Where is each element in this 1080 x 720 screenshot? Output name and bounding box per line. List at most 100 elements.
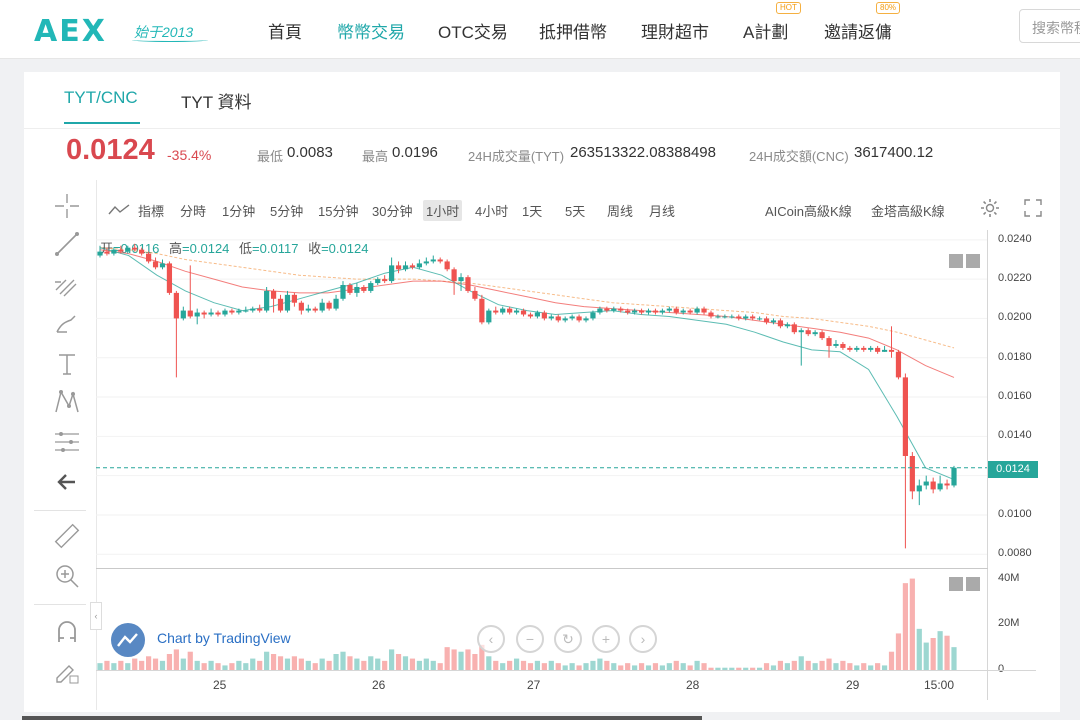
indicator-button[interactable]: 指標	[138, 204, 165, 219]
candle-body	[305, 308, 311, 311]
back-arrow-icon[interactable]	[51, 466, 83, 498]
tab-info[interactable]: TYT 資料	[181, 93, 252, 112]
interval-1m[interactable]: 1分钟	[222, 204, 256, 219]
ruler-icon[interactable]	[51, 520, 83, 552]
magnet-icon[interactable]	[51, 616, 83, 648]
interval-5m[interactable]: 5分钟	[270, 204, 304, 219]
candle-body	[507, 308, 513, 313]
brand-tagline: 始于2013	[134, 24, 194, 40]
last-price-tag: 0.0124	[988, 461, 1038, 478]
volume-bar	[881, 665, 888, 670]
brand-logo[interactable]: AEX	[34, 14, 107, 49]
nav-otc[interactable]: OTC交易	[438, 23, 508, 42]
volume-bar	[645, 665, 652, 670]
volume-bar	[507, 660, 513, 670]
candle-body	[777, 320, 784, 327]
collapse-toolbar-button[interactable]: ‹	[90, 602, 102, 630]
brush-icon[interactable]	[51, 308, 83, 340]
interval-30m[interactable]: 30分钟	[372, 204, 413, 219]
text-icon[interactable]	[51, 348, 83, 380]
volume-bar	[513, 658, 520, 670]
aicoin-link[interactable]: AICoin高級K線	[765, 204, 852, 219]
interval-week[interactable]: 周线	[607, 204, 634, 219]
scale-up-icon[interactable]	[966, 254, 980, 268]
volume-label: 24H成交量(TYT)	[468, 149, 565, 164]
candle-body	[819, 332, 825, 339]
gear-icon[interactable]	[979, 197, 1001, 219]
nav-referral[interactable]: 邀請返傭	[824, 23, 892, 42]
candle-body	[201, 312, 207, 315]
nav-a-plan[interactable]: A計劃	[743, 23, 789, 42]
volume-scale-down-icon[interactable]	[949, 577, 963, 591]
jinta-link[interactable]: 金塔高級K線	[871, 204, 945, 219]
volume-bar	[354, 658, 360, 670]
candle-body	[722, 316, 728, 318]
candle-body	[826, 338, 832, 346]
fib-icon[interactable]	[51, 268, 83, 300]
scale-down-icon[interactable]	[949, 254, 963, 268]
candle-body	[659, 310, 665, 313]
volume-bar	[118, 660, 124, 670]
volume-bar	[868, 665, 874, 670]
scroll-left-icon[interactable]: ‹	[477, 625, 505, 653]
volume-bar	[638, 663, 645, 670]
volume-bar	[548, 660, 554, 670]
time-tick-label: 25	[213, 678, 227, 692]
fullscreen-icon[interactable]	[1023, 198, 1043, 218]
lock-drawing-icon[interactable]	[51, 656, 83, 688]
nav-finance[interactable]: 理財超市	[641, 23, 709, 42]
volume-bar	[382, 660, 388, 670]
volume-bar	[694, 660, 700, 670]
volume-bar	[555, 663, 561, 670]
interval-1h[interactable]: 1小时	[423, 200, 463, 221]
interval-1d[interactable]: 1天	[522, 204, 543, 219]
nav-loan[interactable]: 抵押借幣	[539, 23, 607, 42]
volume-scale-up-icon[interactable]	[966, 577, 980, 591]
candle-body	[770, 320, 777, 323]
nav-home[interactable]: 首頁	[268, 23, 302, 42]
volume-bar	[784, 663, 790, 670]
crosshair-icon[interactable]	[51, 190, 83, 222]
volume-bar	[618, 665, 624, 670]
nav-spot-trading[interactable]: 幣幣交易	[337, 23, 405, 42]
horizontal-scrollbar[interactable]	[22, 716, 702, 720]
zoom-in-icon[interactable]	[51, 560, 83, 592]
volume-bar	[763, 663, 770, 670]
interval-4h[interactable]: 4小时	[475, 204, 509, 219]
candle-body	[125, 247, 131, 252]
scroll-right-icon[interactable]: ›	[629, 625, 657, 653]
candle-body	[465, 277, 471, 291]
tradingview-logo-icon	[111, 623, 145, 657]
candlestick-chart[interactable]	[96, 230, 988, 670]
volume-bar	[777, 660, 784, 670]
volume-bar	[229, 663, 235, 670]
legend-low-label: 低	[239, 241, 253, 256]
interval-month[interactable]: 月线	[649, 204, 676, 219]
volume-bar	[389, 649, 395, 670]
trend-line-icon[interactable]	[51, 228, 83, 260]
volume-bar	[854, 665, 860, 670]
interval-15m[interactable]: 15分钟	[318, 204, 359, 219]
volume-bar	[305, 660, 311, 670]
zoom-plus-icon[interactable]: +	[592, 625, 620, 653]
zoom-out-icon[interactable]: −	[516, 625, 544, 653]
interval-5d[interactable]: 5天	[565, 204, 586, 219]
volume-bar	[930, 638, 936, 670]
volume-bar	[444, 647, 450, 670]
volume-bar	[402, 656, 409, 670]
brand-swoosh	[132, 38, 208, 42]
measure-icon[interactable]	[51, 426, 83, 458]
candle-body	[194, 312, 200, 317]
volume-bar	[111, 663, 117, 670]
tab-pair[interactable]: TYT/CNC	[64, 88, 138, 107]
pattern-icon[interactable]	[51, 386, 83, 418]
indicator-icon[interactable]	[108, 204, 130, 216]
volume-bar	[756, 667, 763, 670]
candle-body	[409, 265, 416, 268]
interval-timeline[interactable]: 分時	[180, 204, 207, 219]
reset-icon[interactable]: ↻	[554, 625, 582, 653]
search-input[interactable]: 搜索幣種	[1019, 9, 1080, 43]
candle-body	[437, 259, 443, 262]
chart-area[interactable]	[24, 180, 1036, 710]
candle-body	[444, 261, 450, 270]
